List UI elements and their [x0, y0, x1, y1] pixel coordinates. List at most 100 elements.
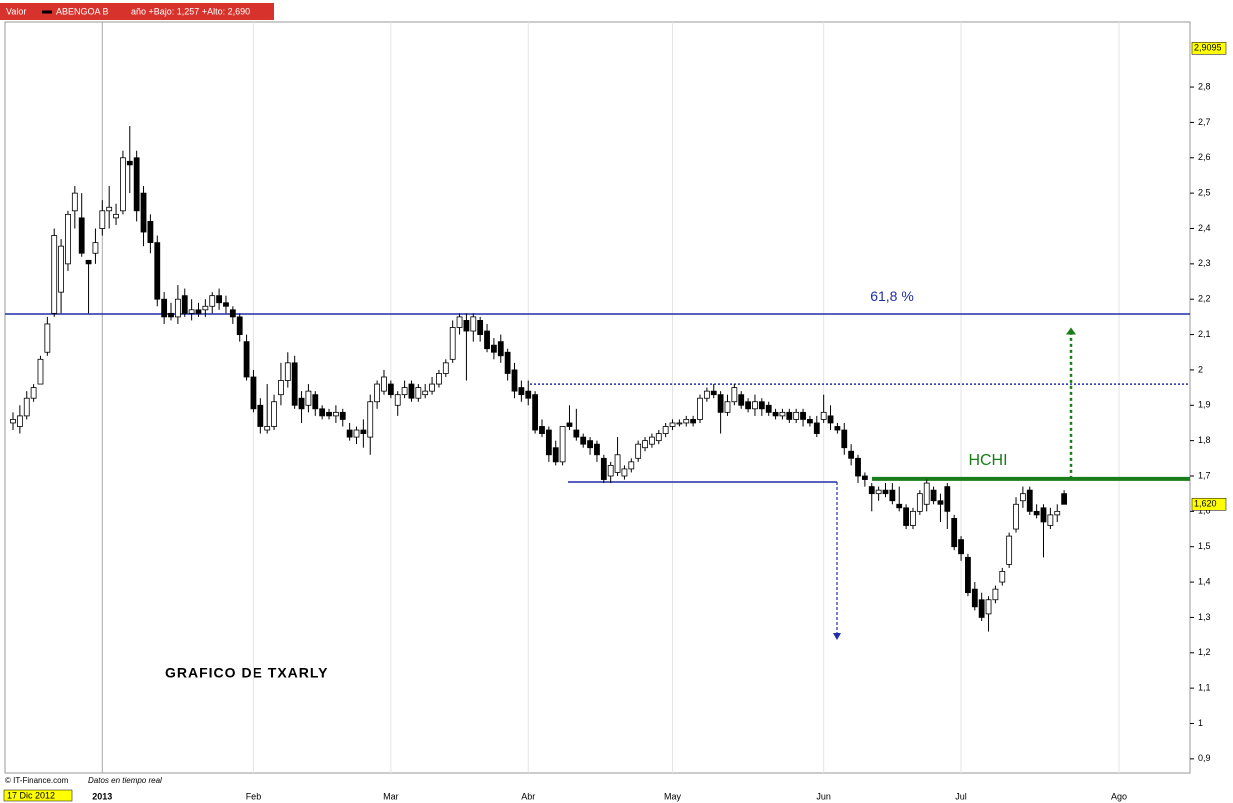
candle-body — [78, 217, 85, 254]
candle-body — [236, 316, 243, 335]
candle-body — [223, 302, 229, 307]
candle-body — [92, 242, 99, 254]
candle-body — [456, 316, 463, 328]
candle-body — [594, 443, 600, 456]
candle-body — [580, 436, 587, 445]
candle-body — [209, 295, 216, 307]
candle-body — [332, 411, 339, 417]
x-tick-label: Jul — [955, 791, 967, 801]
candle-body — [999, 571, 1006, 583]
candle-body — [868, 486, 875, 495]
candle-body — [463, 320, 470, 332]
arrow-head — [1066, 327, 1076, 335]
candle-body — [387, 383, 394, 396]
candle-body — [896, 503, 903, 509]
candle-body — [484, 330, 490, 350]
price-marker-label: 1,620 — [1194, 499, 1217, 509]
candle-body — [374, 383, 381, 403]
candle-body — [772, 411, 779, 417]
candle-body — [113, 213, 119, 219]
price-marker-label: 2,9095 — [1194, 43, 1222, 53]
header-field: Valor — [6, 6, 26, 16]
candle-body — [1047, 514, 1054, 526]
candle-body — [607, 464, 614, 477]
x-tick-label: Mar — [383, 791, 399, 801]
candle-body — [697, 397, 703, 420]
candle-body — [133, 157, 140, 212]
candle-body — [85, 259, 92, 265]
candle-body — [758, 401, 765, 410]
y-tick-label: 1,1 — [1198, 683, 1211, 693]
candle-body — [436, 373, 442, 385]
price-marker — [1191, 42, 1227, 55]
candle-body — [683, 419, 690, 424]
y-tick-label: 2,2 — [1198, 294, 1211, 304]
candle-body — [298, 397, 305, 410]
candle-body — [710, 390, 717, 396]
candle-body — [326, 411, 332, 417]
candle-body — [861, 475, 868, 480]
candle-body — [978, 599, 985, 618]
candle-body — [992, 588, 999, 601]
candle-body — [703, 390, 710, 399]
candle-body — [422, 390, 429, 396]
candle-body — [44, 323, 51, 353]
candle-body — [174, 298, 181, 318]
candle-body — [1040, 507, 1047, 523]
candle-body — [30, 387, 37, 399]
candle-body — [71, 192, 78, 212]
candle-body — [552, 447, 559, 463]
candle-body — [559, 426, 566, 463]
candle-body — [875, 489, 882, 495]
y-tick-label: 1,3 — [1198, 612, 1211, 622]
candle-body — [1054, 510, 1061, 516]
candle-body — [65, 213, 71, 265]
y-tick-label: 2,4 — [1198, 223, 1211, 233]
candle-body — [532, 394, 539, 431]
y-tick-label: 2 — [1198, 364, 1203, 374]
candle-body — [360, 429, 367, 434]
candle-body — [882, 489, 889, 495]
candle-body — [497, 341, 504, 357]
candle-body — [745, 401, 751, 410]
candle-body — [827, 415, 834, 424]
candle-body — [807, 419, 813, 424]
price-marker — [1191, 498, 1227, 511]
candle-body — [181, 295, 188, 314]
candle-body — [930, 489, 937, 502]
candle-body — [738, 394, 745, 406]
candle-body — [16, 415, 23, 427]
x-tick-label: Abr — [521, 791, 535, 801]
candle-body — [312, 394, 319, 410]
legend-label: ABENGOA B — [56, 6, 109, 16]
y-tick-label: 1,6 — [1198, 506, 1211, 516]
candle-body — [614, 454, 621, 473]
y-tick-label: 2,3 — [1198, 258, 1211, 268]
candle-body — [587, 440, 593, 449]
candle-body — [944, 486, 951, 512]
candle-body — [168, 312, 174, 318]
candle-body — [724, 401, 731, 413]
level-label: HCHI — [968, 452, 1007, 469]
candle-body — [106, 206, 113, 212]
candle-body — [765, 404, 772, 413]
candle-body — [10, 419, 16, 424]
candle-body — [305, 390, 312, 406]
candle-body — [642, 440, 648, 449]
candle-body — [490, 344, 497, 353]
candle-body — [841, 429, 848, 449]
x-tick-label: Ago — [1111, 791, 1127, 801]
candle-body — [195, 309, 202, 314]
candle-body — [731, 387, 738, 403]
candle-body — [600, 457, 607, 480]
candle-body — [903, 507, 909, 526]
candle-body — [381, 376, 387, 392]
y-tick-label: 2,5 — [1198, 188, 1211, 198]
candle-body — [690, 419, 697, 424]
candle-body — [346, 429, 353, 438]
x-tick-label: May — [664, 791, 682, 801]
candle-body — [669, 422, 676, 427]
candle-body — [278, 380, 284, 396]
candle-body — [1033, 510, 1040, 516]
candle-body — [855, 457, 861, 477]
